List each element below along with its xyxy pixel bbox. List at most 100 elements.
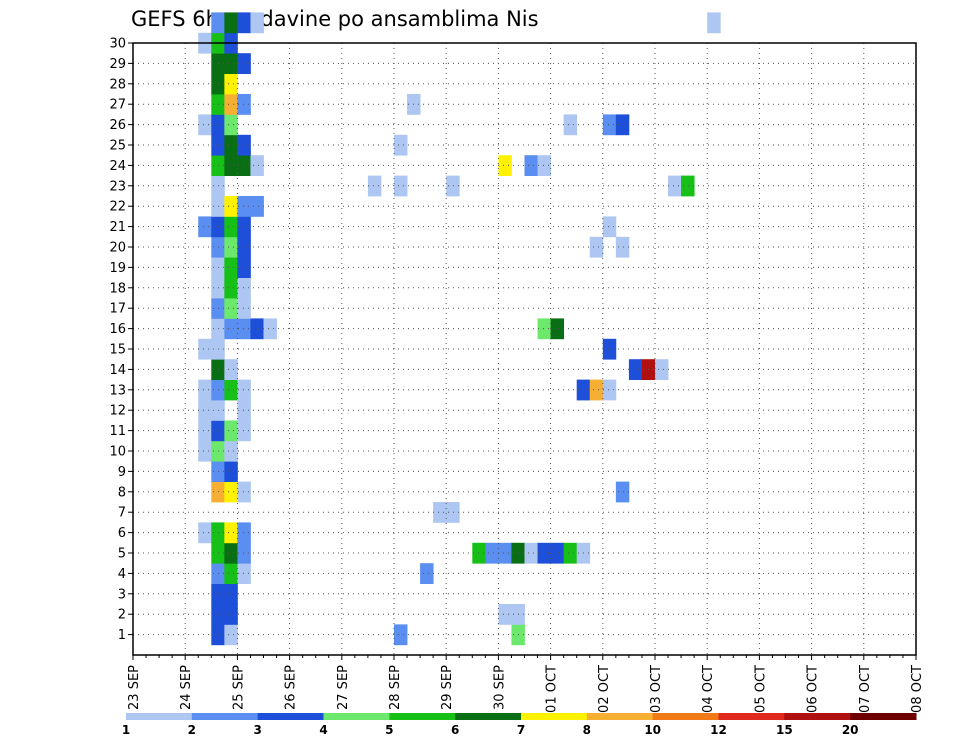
colorbar-swatch xyxy=(718,713,785,720)
heatmap-cell xyxy=(224,53,238,74)
heatmap-cell xyxy=(550,318,565,340)
colorbar-label: 2 xyxy=(188,723,196,737)
heatmap-cell xyxy=(250,318,264,340)
heatmap-cell xyxy=(237,563,251,584)
heatmap-cell xyxy=(224,379,238,401)
heatmap-cell xyxy=(537,318,551,340)
heatmap-cell xyxy=(237,420,251,442)
x-tick-label: 07 OCT xyxy=(858,665,873,713)
heatmap-cell xyxy=(224,522,238,544)
colorbar-label: 1 xyxy=(122,723,130,737)
y-axis: 1234567891011121314151617181920212223242… xyxy=(109,37,133,643)
heatmap-cell xyxy=(198,522,212,544)
heatmap-cell xyxy=(472,542,486,564)
heatmap-cell xyxy=(237,155,251,176)
heatmap-cell xyxy=(237,53,251,74)
heatmap-cell xyxy=(198,114,212,136)
y-tick-label: 18 xyxy=(109,281,126,296)
heatmap-cell xyxy=(198,440,212,462)
heatmap-cell xyxy=(237,236,251,258)
y-tick-label: 5 xyxy=(118,547,126,562)
heatmap-cell xyxy=(224,134,238,156)
heatmap-cell xyxy=(237,542,251,564)
heatmap-cell xyxy=(224,318,238,340)
x-tick-label: 23 SEP xyxy=(127,665,142,710)
y-tick-label: 19 xyxy=(109,261,126,276)
heatmap-cell xyxy=(485,542,499,564)
heatmap-cell xyxy=(237,196,251,217)
heatmap-cell xyxy=(563,542,578,564)
colorbar-label: 12 xyxy=(710,723,727,737)
y-tick-label: 16 xyxy=(109,322,126,337)
heatmap-cell xyxy=(237,134,251,156)
heatmap-cell xyxy=(237,216,251,238)
y-tick-label: 29 xyxy=(109,57,126,72)
heatmap-cell xyxy=(237,298,251,319)
heatmap-cell xyxy=(615,236,630,258)
heatmap-cell xyxy=(224,236,238,258)
heatmap-cell xyxy=(537,542,551,564)
colorbar-swatch xyxy=(850,713,917,720)
heatmap-cell xyxy=(224,440,238,462)
y-tick-label: 25 xyxy=(109,139,126,154)
heatmap-cell xyxy=(224,583,238,605)
heatmap-cell xyxy=(211,12,225,34)
heatmap-cell xyxy=(367,175,382,197)
x-tick-label: 30 SEP xyxy=(492,665,507,710)
heatmap-cell xyxy=(550,542,565,564)
heatmap-cell xyxy=(237,379,251,401)
heatmap-cell xyxy=(224,481,238,503)
colorbar: 1 2 3 4 5 6 7 8 10 12 15 20 xyxy=(122,713,917,737)
heatmap-cell xyxy=(224,624,238,646)
heatmap-cells xyxy=(198,12,721,646)
x-tick-label: 28 SEP xyxy=(388,665,403,710)
heatmap-cell xyxy=(498,542,512,564)
heatmap-cell xyxy=(602,216,617,238)
heatmap-cell xyxy=(198,400,212,421)
colorbar-swatch xyxy=(389,713,456,720)
heatmap-cell xyxy=(224,420,238,442)
x-tick-label: 24 SEP xyxy=(179,665,194,710)
chart-title: GEFS 6hr padavine po ansamblima Nis xyxy=(131,7,539,31)
y-tick-label: 22 xyxy=(109,200,126,215)
y-tick-label: 4 xyxy=(118,567,126,582)
heatmap-cell xyxy=(224,94,238,115)
heatmap-cell xyxy=(224,563,238,584)
heatmap-cell xyxy=(563,114,578,136)
colorbar-swatch xyxy=(521,713,588,720)
colorbar-swatch xyxy=(323,713,390,720)
heatmap-cell xyxy=(237,400,251,421)
x-tick-label: 04 OCT xyxy=(701,665,716,713)
y-tick-label: 21 xyxy=(109,220,126,235)
colorbar-swatch xyxy=(257,713,324,720)
heatmap-cell xyxy=(224,542,238,564)
y-tick-label: 13 xyxy=(109,383,126,398)
heatmap-cell xyxy=(224,73,238,95)
heatmap-cell xyxy=(224,604,238,625)
y-tick-label: 20 xyxy=(109,241,126,256)
heatmap-cell xyxy=(237,522,251,544)
y-tick-label: 26 xyxy=(109,118,126,133)
heatmap-cell xyxy=(524,155,538,176)
heatmap-cell xyxy=(224,298,238,319)
y-tick-label: 28 xyxy=(109,77,126,92)
colorbar-label: 10 xyxy=(644,723,661,737)
y-tick-label: 6 xyxy=(118,526,126,541)
heatmap-cell xyxy=(237,12,251,34)
heatmap-cell xyxy=(498,604,512,625)
y-tick-label: 27 xyxy=(109,98,126,113)
y-tick-label: 3 xyxy=(118,587,126,602)
heatmap-cell xyxy=(224,196,238,217)
heatmap-cell xyxy=(446,175,460,197)
colorbar-label: 15 xyxy=(776,723,793,737)
colorbar-label: 7 xyxy=(517,723,525,737)
heatmap-cell xyxy=(237,481,251,503)
y-tick-label: 11 xyxy=(109,424,126,439)
heatmap-cell xyxy=(615,114,630,136)
heatmap-cell xyxy=(524,542,538,564)
heatmap-cell xyxy=(250,155,264,176)
x-tick-label: 01 OCT xyxy=(545,665,560,713)
heatmap-cell xyxy=(681,175,695,197)
x-axis: 23 SEP 24 SEP 25 SEP 26 SEP 27 SEP 28 SEP 29 S… xyxy=(127,655,925,713)
